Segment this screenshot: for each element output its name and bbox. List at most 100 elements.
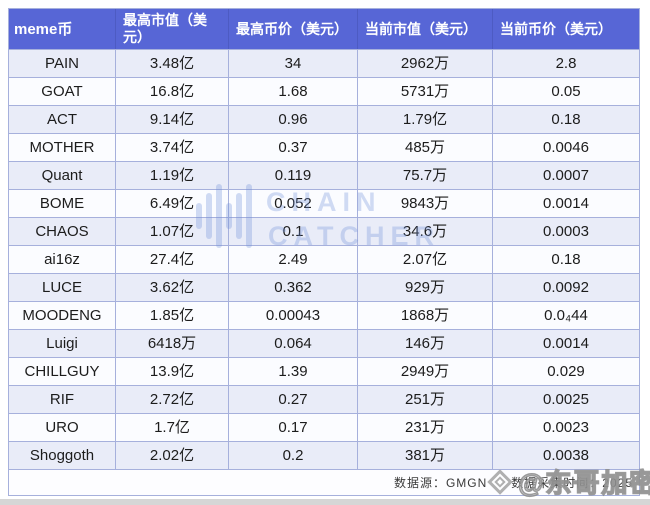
table-row: MOTHER 3.74亿 0.37 485万 0.0046 (9, 133, 639, 161)
coin-name-cell: Quant (9, 161, 115, 189)
max-price-cell: 0.2 (228, 441, 357, 469)
cur-price-cell: 0.0092 (492, 273, 639, 301)
cur-mcap-cell: 381万 (357, 441, 492, 469)
cur-mcap-cell: 929万 (357, 273, 492, 301)
cur-mcap-cell: 2949万 (357, 357, 492, 385)
column-header-coin: meme币 (14, 20, 73, 38)
cur-price-cell: 0.05 (492, 77, 639, 105)
table-row: RIF 2.72亿 0.27 251万 0.0025 (9, 385, 639, 413)
table-row: GOAT 16.8亿 1.68 5731万 0.05 (9, 77, 639, 105)
cur-mcap-cell: 231万 (357, 413, 492, 441)
table-row: Luigi 6418万 0.064 146万 0.0014 (9, 329, 639, 357)
max-mcap-cell: 2.72亿 (115, 385, 228, 413)
max-mcap-cell: 6418万 (115, 329, 228, 357)
meme-coin-table: meme币 最高市值（美元） 最高币价（美元） 当前市值（美元） 当前币价（美元… (8, 8, 640, 496)
cur-price-cell: 0.0014 (492, 329, 639, 357)
max-mcap-cell: 1.19亿 (115, 161, 228, 189)
table-row: Quant 1.19亿 0.119 75.7万 0.0007 (9, 161, 639, 189)
cur-price-cell: 0.0023 (492, 413, 639, 441)
cur-price-cell: 0.18 (492, 105, 639, 133)
max-price-cell: 0.27 (228, 385, 357, 413)
coin-name-cell: RIF (9, 385, 115, 413)
max-mcap-cell: 1.85亿 (115, 301, 228, 329)
max-mcap-cell: 13.9亿 (115, 357, 228, 385)
table-row: CHILLGUY 13.9亿 1.39 2949万 0.029 (9, 357, 639, 385)
cur-mcap-cell: 2962万 (357, 49, 492, 77)
max-mcap-cell: 3.48亿 (115, 49, 228, 77)
cur-price-cell: 0.029 (492, 357, 639, 385)
coin-name-cell: ACT (9, 105, 115, 133)
table-row: ACT 9.14亿 0.96 1.79亿 0.18 (9, 105, 639, 133)
coin-name-cell: LUCE (9, 273, 115, 301)
coin-name-cell: CHAOS (9, 217, 115, 245)
max-price-cell: 0.1 (228, 217, 357, 245)
cur-price-cell: 0.18 (492, 245, 639, 273)
cur-mcap-cell: 485万 (357, 133, 492, 161)
collect-time-label: 数据采集时间：2025 (511, 476, 633, 490)
table-row: PAIN 3.48亿 34 2962万 2.8 (9, 49, 639, 77)
table-header-row: meme币 最高市值（美元） 最高币价（美元） 当前市值（美元） 当前币价（美元… (9, 9, 639, 49)
coin-name-cell: URO (9, 413, 115, 441)
cur-price-cell: 2.8 (492, 49, 639, 77)
cur-mcap-cell: 146万 (357, 329, 492, 357)
max-mcap-cell: 3.74亿 (115, 133, 228, 161)
cur-price-cell: 0.0007 (492, 161, 639, 189)
coin-name-cell: GOAT (9, 77, 115, 105)
cur-mcap-cell: 9843万 (357, 189, 492, 217)
coin-name-cell: MOTHER (9, 133, 115, 161)
cur-mcap-cell: 1.79亿 (357, 105, 492, 133)
cur-price-cell: 0.0003 (492, 217, 639, 245)
bottom-border-strip (0, 499, 650, 505)
max-price-cell: 0.052 (228, 189, 357, 217)
max-price-cell: 0.00043 (228, 301, 357, 329)
cur-price-cell: 0.0046 (492, 133, 639, 161)
max-price-cell: 0.362 (228, 273, 357, 301)
table-row: BOME 6.49亿 0.052 9843万 0.0014 (9, 189, 639, 217)
cur-price-cell: 0.0038 (492, 441, 639, 469)
coin-name-cell: PAIN (9, 49, 115, 77)
table-body: PAIN 3.48亿 34 2962万 2.8 GOAT 16.8亿 1.68 … (9, 49, 639, 469)
max-price-cell: 2.49 (228, 245, 357, 273)
column-header-cur-price: 当前币价（美元） (492, 9, 639, 49)
column-header-max-price: 最高币价（美元） (228, 9, 357, 49)
cur-mcap-cell: 5731万 (357, 77, 492, 105)
table-row: Shoggoth 2.02亿 0.2 381万 0.0038 (9, 441, 639, 469)
coin-name-cell: Luigi (9, 329, 115, 357)
max-price-cell: 34 (228, 49, 357, 77)
table-row: ai16z 27.4亿 2.49 2.07亿 0.18 (9, 245, 639, 273)
coin-name-cell: CHILLGUY (9, 357, 115, 385)
table-row: MOODENG 1.85亿 0.00043 1868万 0.0₄44 (9, 301, 639, 329)
cur-price-cell: 0.0014 (492, 189, 639, 217)
max-price-cell: 0.96 (228, 105, 357, 133)
max-mcap-cell: 9.14亿 (115, 105, 228, 133)
table-row: URO 1.7亿 0.17 231万 0.0023 (9, 413, 639, 441)
cur-price-cell: 0.0025 (492, 385, 639, 413)
max-price-cell: 0.064 (228, 329, 357, 357)
coin-name-cell: ai16z (9, 245, 115, 273)
table-row: CHAOS 1.07亿 0.1 34.6万 0.0003 (9, 217, 639, 245)
cur-mcap-cell: 34.6万 (357, 217, 492, 245)
cur-price-cell: 0.0₄44 (492, 301, 639, 329)
table-footer-row: 数据源：GMGN 数据采集时间：2025 (9, 469, 639, 495)
coin-name-cell: BOME (9, 189, 115, 217)
coin-name-cell: Shoggoth (9, 441, 115, 469)
max-price-cell: 1.39 (228, 357, 357, 385)
max-price-cell: 0.17 (228, 413, 357, 441)
table-row: LUCE 3.62亿 0.362 929万 0.0092 (9, 273, 639, 301)
max-price-cell: 1.68 (228, 77, 357, 105)
max-mcap-cell: 27.4亿 (115, 245, 228, 273)
column-header-cur-mcap: 当前市值（美元） (357, 9, 492, 49)
max-mcap-cell: 6.49亿 (115, 189, 228, 217)
coin-name-cell: MOODENG (9, 301, 115, 329)
cur-mcap-cell: 75.7万 (357, 161, 492, 189)
max-mcap-cell: 1.07亿 (115, 217, 228, 245)
cur-mcap-cell: 1868万 (357, 301, 492, 329)
max-mcap-cell: 1.7亿 (115, 413, 228, 441)
cur-mcap-cell: 2.07亿 (357, 245, 492, 273)
max-mcap-cell: 3.62亿 (115, 273, 228, 301)
data-source-label: 数据源：GMGN (393, 476, 488, 490)
max-price-cell: 0.37 (228, 133, 357, 161)
max-mcap-cell: 2.02亿 (115, 441, 228, 469)
max-mcap-cell: 16.8亿 (115, 77, 228, 105)
